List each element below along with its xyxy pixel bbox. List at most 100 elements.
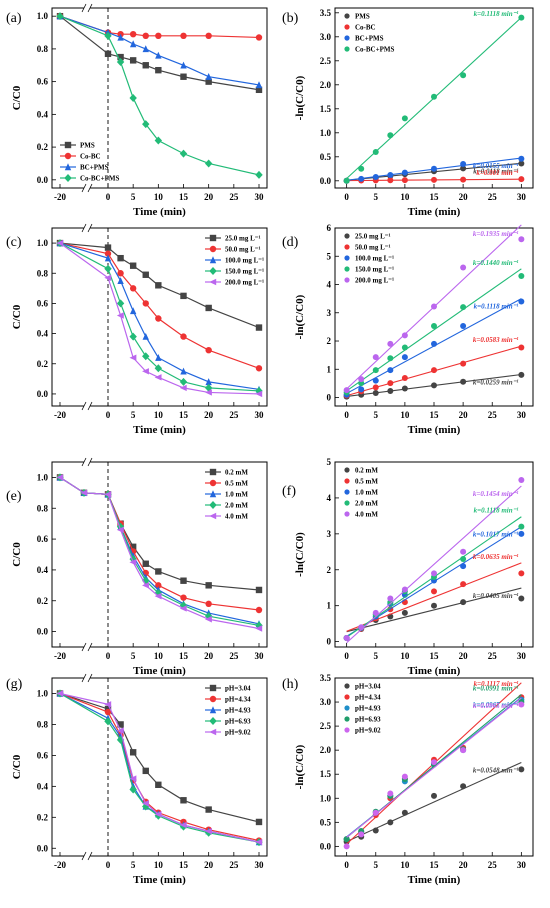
data-point bbox=[401, 344, 408, 351]
data-point bbox=[155, 66, 162, 74]
data-point bbox=[255, 170, 263, 179]
data-point bbox=[518, 371, 525, 378]
y-tick-label: 1.0 bbox=[37, 472, 49, 482]
x-tick-label: 15 bbox=[430, 860, 440, 870]
data-point bbox=[358, 175, 365, 182]
data-point bbox=[460, 548, 467, 555]
data-point bbox=[155, 781, 162, 788]
data-point bbox=[104, 708, 112, 716]
data-point bbox=[460, 165, 467, 172]
legend-marker bbox=[344, 716, 350, 722]
data-point bbox=[358, 624, 365, 631]
axis-break-mark bbox=[87, 642, 93, 652]
legend-marker bbox=[209, 490, 217, 498]
rate-constant-label: k=0.1935 min⁻¹ bbox=[473, 230, 519, 238]
legend-marker bbox=[209, 706, 217, 714]
rate-constant-label: k=0.1454 min⁻¹ bbox=[473, 490, 519, 498]
x-tick-label: 10 bbox=[154, 651, 164, 661]
data-point bbox=[358, 376, 365, 383]
data-point bbox=[142, 332, 149, 340]
legend-label: 25.0 mg L⁻¹ bbox=[355, 233, 391, 241]
rate-constant-label: k=0.1118 min⁻¹ bbox=[474, 10, 519, 18]
data-point bbox=[204, 616, 212, 623]
x-tick-label: 25 bbox=[488, 410, 498, 420]
y-axis-title: C/C0 bbox=[11, 304, 23, 329]
data-point bbox=[180, 292, 187, 300]
x-tick-label: 20 bbox=[459, 410, 469, 420]
x-tick-label: 0 bbox=[106, 410, 111, 420]
x-tick-label: 30 bbox=[255, 410, 265, 420]
data-point bbox=[117, 270, 124, 277]
data-point bbox=[129, 332, 137, 341]
legend-label: 0.5 mM bbox=[355, 478, 378, 486]
x-tick-label: 25 bbox=[229, 860, 239, 870]
data-point bbox=[372, 149, 379, 155]
x-tick-label: 0 bbox=[344, 192, 349, 202]
legend-label: Co-BC bbox=[80, 153, 101, 161]
y-tick-label: 0.0 bbox=[37, 627, 49, 637]
y-tick-label: 3.0 bbox=[320, 697, 332, 707]
x-tick-label: 10 bbox=[400, 410, 410, 420]
series-line bbox=[59, 476, 260, 627]
legend-marker bbox=[64, 141, 72, 149]
y-tick-label: 3 bbox=[327, 308, 332, 318]
data-point bbox=[460, 783, 467, 790]
legend-label: pH=4.93 bbox=[225, 707, 251, 715]
legend-label: 2.0 mM bbox=[225, 502, 248, 510]
x-tick-label: 15 bbox=[179, 860, 189, 870]
legend-label: pH=9.02 bbox=[225, 729, 251, 737]
data-point bbox=[56, 239, 64, 247]
x-tick-label: 30 bbox=[517, 651, 527, 661]
x-axis-title: Time (min) bbox=[408, 874, 461, 886]
legend-marker bbox=[209, 728, 217, 736]
legend-label: pH=6.93 bbox=[225, 718, 251, 726]
legend-label: 150.0 mg L⁻¹ bbox=[355, 266, 394, 274]
series-line bbox=[59, 692, 260, 843]
data-point bbox=[180, 367, 187, 375]
data-point bbox=[255, 365, 263, 372]
y-tick-label: 5 bbox=[327, 251, 332, 261]
rate-constant-label: k=0.1440 min⁻¹ bbox=[473, 259, 519, 267]
legend-marker bbox=[209, 512, 217, 520]
data-point bbox=[204, 159, 213, 168]
data-point bbox=[104, 264, 112, 273]
legend-label: PMS bbox=[80, 142, 95, 150]
data-point bbox=[129, 94, 137, 102]
legend: 25.0 mg L⁻¹ 50.0 mg L⁻¹ 100.0 mg L⁻¹ 150.0 … bbox=[344, 233, 394, 285]
x-tick-label: 0 bbox=[106, 192, 111, 202]
panel-f: (f) 0 1 2 3 4 5 0 5 10 15 20 25 30 Time (min) -ln(C/C0)… bbox=[282, 457, 534, 677]
data-point bbox=[460, 323, 467, 330]
x-tick-label: 0 bbox=[106, 651, 111, 661]
series-line bbox=[59, 692, 260, 843]
x-tick-label: -20 bbox=[54, 651, 66, 661]
y-tick-label: 5 bbox=[327, 457, 332, 467]
legend-marker bbox=[209, 256, 217, 264]
data-point bbox=[401, 609, 408, 616]
series bbox=[343, 371, 525, 400]
data-point bbox=[205, 73, 212, 80]
data-point bbox=[155, 32, 162, 40]
axis-break-gap bbox=[84, 643, 90, 651]
data-point bbox=[142, 802, 150, 811]
x-axis-title: Time (min) bbox=[408, 424, 461, 436]
panel-e: (e) 0.0 0.2 0.4 0.6 0.8 1.0 -20 0 5 10 15 20 25 30 Time… bbox=[6, 457, 268, 677]
axis-break-gap bbox=[84, 402, 90, 410]
y-tick-label: 1 bbox=[327, 601, 332, 611]
data-point bbox=[80, 489, 88, 497]
rate-constant-label: k=0.1017 min⁻¹ bbox=[473, 531, 519, 539]
series bbox=[56, 690, 263, 846]
data-point bbox=[155, 582, 162, 589]
legend-label: pH=4.93 bbox=[355, 705, 381, 713]
legend-marker bbox=[64, 152, 72, 160]
data-point bbox=[460, 72, 467, 79]
panel-c: (c) 0.0 0.2 0.4 0.6 0.8 1.0 -20 0 5 10 15 20 25 30 Time… bbox=[6, 223, 268, 436]
axis-break-mark bbox=[81, 183, 87, 193]
data-point bbox=[518, 155, 525, 162]
series bbox=[56, 12, 263, 179]
legend-label: pH=9.02 bbox=[355, 727, 381, 735]
rate-constant-label: k=0.0259 min⁻¹ bbox=[473, 379, 519, 387]
x-tick-label: 30 bbox=[517, 192, 527, 202]
series bbox=[343, 155, 525, 184]
legend-marker bbox=[209, 717, 217, 725]
legend: PMS Co-BC BC+PMS Co-BC+PMS bbox=[344, 13, 394, 54]
